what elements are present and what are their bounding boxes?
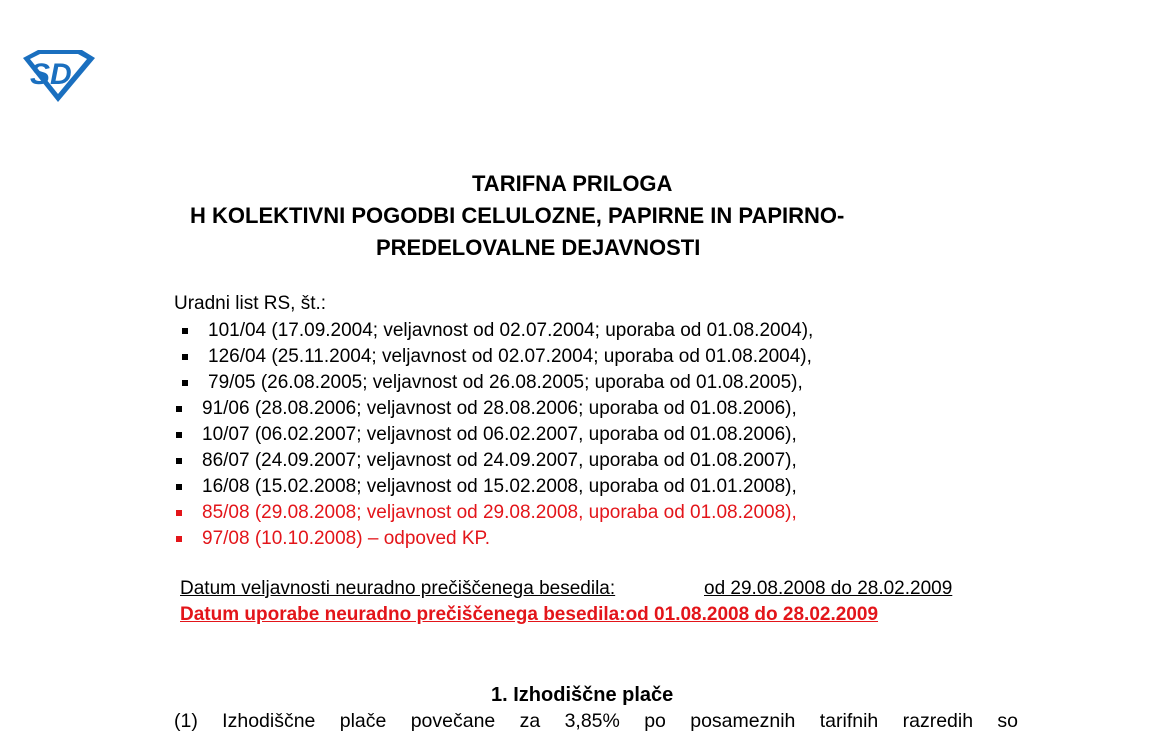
title-line: TARIFNA PRILOGA bbox=[472, 171, 673, 196]
logo: SD bbox=[23, 50, 95, 102]
validity-value: od 29.08.2008 do 28.02.2009 bbox=[704, 578, 953, 599]
bullet bbox=[182, 380, 188, 386]
title-line: PREDELOVALNE DEJAVNOSTI bbox=[376, 235, 701, 260]
bullet bbox=[176, 536, 182, 542]
bullet bbox=[176, 406, 182, 412]
source-item: 86/07 (24.09.2007; veljavnost od 24.09.2… bbox=[202, 450, 797, 471]
source-item: 97/08 (10.10.2008) – odpoved KP. bbox=[202, 528, 491, 549]
source-item: 126/04 (25.11.2004; veljavnost od 02.07.… bbox=[208, 346, 812, 367]
bullet bbox=[182, 354, 188, 360]
paragraph: (1) Izhodiščne plače povečane za 3,85% p… bbox=[174, 710, 1018, 732]
source-item: 101/04 (17.09.2004; veljavnost od 02.07.… bbox=[208, 320, 814, 341]
source-item: 16/08 (15.02.2008; veljavnost od 15.02.2… bbox=[202, 476, 797, 497]
section-heading: 1. Izhodiščne plače bbox=[491, 684, 674, 706]
sources-intro: Uradni list RS, št.: bbox=[174, 293, 327, 314]
source-item: 10/07 (06.02.2007; veljavnost od 06.02.2… bbox=[202, 424, 797, 445]
bullet bbox=[182, 328, 188, 334]
bullet bbox=[176, 510, 182, 516]
source-item: 85/08 (29.08.2008; veljavnost od 29.08.2… bbox=[202, 502, 797, 523]
use-date: Datum uporabe neuradno prečiščenega bese… bbox=[180, 604, 879, 625]
title-line: H KOLEKTIVNI POGODBI CELULOZNE, PAPIRNE … bbox=[190, 203, 845, 228]
svg-text:SD: SD bbox=[30, 58, 72, 91]
source-item: 79/05 (26.08.2005; veljavnost od 26.08.2… bbox=[208, 372, 803, 393]
bullet bbox=[176, 432, 182, 438]
source-item: 91/06 (28.08.2006; veljavnost od 28.08.2… bbox=[202, 398, 797, 419]
bullet bbox=[176, 458, 182, 464]
bullet bbox=[176, 484, 182, 490]
validity-label: Datum veljavnosti neuradno prečiščenega … bbox=[180, 578, 616, 599]
